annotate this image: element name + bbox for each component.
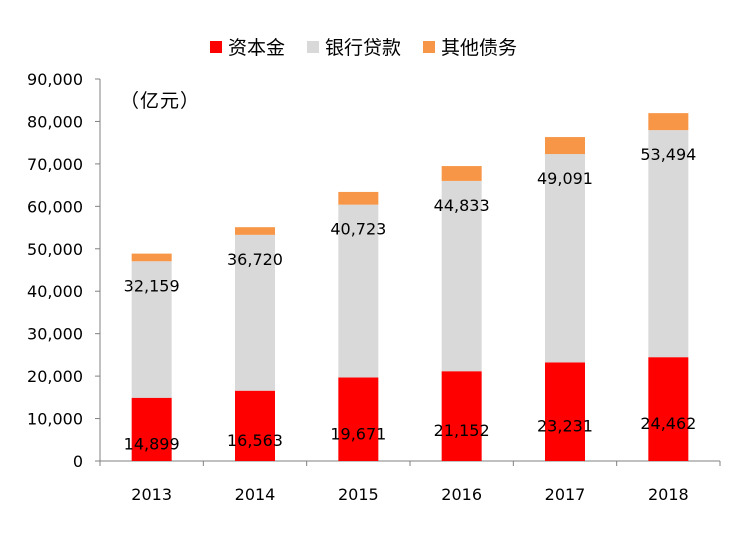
bar-capital bbox=[545, 362, 585, 461]
legend-swatch-bank-loans bbox=[307, 40, 320, 53]
data-label: 24,462 bbox=[640, 414, 696, 433]
data-label: 36,720 bbox=[227, 250, 283, 269]
data-label: 16,563 bbox=[227, 431, 283, 450]
bar-capital bbox=[648, 357, 689, 461]
y-tick-label: 80,000 bbox=[27, 112, 83, 131]
data-label: 40,723 bbox=[330, 220, 386, 239]
bar-other-debt bbox=[441, 166, 482, 181]
x-tick-label: 2018 bbox=[648, 485, 689, 504]
y-tick-label: 60,000 bbox=[27, 197, 83, 216]
data-label: 32,159 bbox=[124, 276, 180, 295]
legend-label-capital: 资本金 bbox=[228, 37, 286, 59]
data-label: 49,091 bbox=[537, 169, 593, 188]
bar-other-debt bbox=[545, 137, 585, 155]
y-tick-label: 70,000 bbox=[27, 155, 83, 174]
legend-label-other-debt: 其他债务 bbox=[441, 37, 518, 59]
legend: 资本金 银行贷款 其他债务 bbox=[210, 33, 539, 60]
legend-item-bank-loans: 银行贷款 bbox=[307, 33, 401, 60]
data-label: 21,152 bbox=[434, 421, 490, 440]
bar-other-debt bbox=[648, 113, 689, 131]
bar-bank-loans bbox=[441, 180, 482, 372]
data-label: 19,671 bbox=[330, 424, 386, 443]
bar-capital bbox=[338, 377, 379, 461]
bar-other-debt bbox=[235, 227, 275, 235]
data-label: 23,231 bbox=[537, 417, 593, 436]
legend-item-capital: 资本金 bbox=[210, 33, 285, 60]
data-label: 14,899 bbox=[124, 434, 180, 453]
y-tick-label: 20,000 bbox=[27, 367, 83, 386]
bar-bank-loans bbox=[648, 130, 689, 358]
legend-label-bank-loans: 银行贷款 bbox=[325, 37, 402, 59]
bar-capital bbox=[235, 390, 275, 461]
bar-bank-loans bbox=[545, 154, 585, 363]
bar-bank-loans bbox=[131, 261, 172, 398]
y-tick-label: 50,000 bbox=[27, 240, 83, 259]
x-tick-label: 2017 bbox=[545, 485, 586, 504]
y-tick-label: 40,000 bbox=[27, 282, 83, 301]
y-tick-label: 10,000 bbox=[27, 410, 83, 429]
bar-capital bbox=[441, 371, 482, 461]
legend-swatch-other-debt bbox=[423, 40, 436, 53]
legend-swatch-capital bbox=[210, 40, 222, 53]
x-tick-label: 2014 bbox=[235, 485, 276, 504]
y-tick-label: 0 bbox=[73, 452, 83, 471]
bar-other-debt bbox=[338, 191, 379, 205]
bar-capital bbox=[131, 397, 172, 461]
x-tick-label: 2013 bbox=[131, 485, 172, 504]
bar-bank-loans bbox=[338, 204, 379, 378]
x-tick-label: 2016 bbox=[441, 485, 482, 504]
y-tick-label: 90,000 bbox=[27, 70, 83, 89]
data-label: 53,494 bbox=[640, 145, 696, 164]
unit-label: （亿元） bbox=[120, 90, 201, 112]
data-label: 44,833 bbox=[434, 196, 490, 215]
x-tick-label: 2015 bbox=[338, 485, 379, 504]
bar-bank-loans bbox=[235, 234, 275, 391]
y-tick-label: 30,000 bbox=[27, 325, 83, 344]
legend-item-other-debt: 其他债务 bbox=[423, 33, 517, 60]
bar-other-debt bbox=[131, 253, 172, 262]
